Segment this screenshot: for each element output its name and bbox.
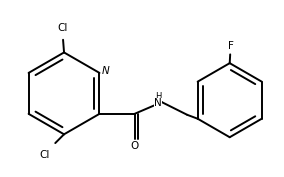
Text: N: N [101, 66, 109, 76]
Text: O: O [130, 141, 139, 152]
Text: F: F [228, 41, 234, 51]
Text: Cl: Cl [39, 150, 50, 160]
Text: H: H [155, 92, 161, 101]
Text: Cl: Cl [57, 23, 67, 33]
Text: N: N [154, 98, 162, 108]
